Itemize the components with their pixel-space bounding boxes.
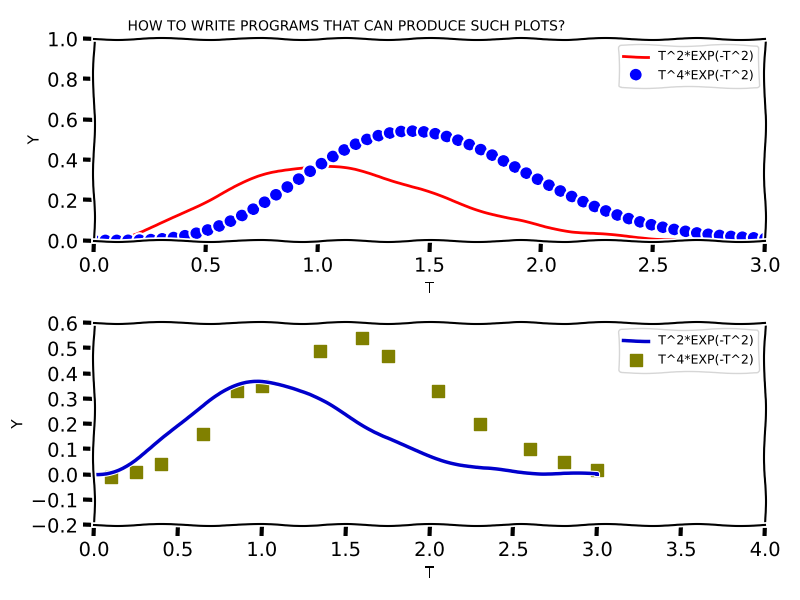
Y-axis label: Y: Y	[10, 419, 25, 429]
T^2*EXP(-T^2)	[490, 211, 499, 218]
T^2*EXP(-T^2)	[502, 467, 512, 475]
T^4*EXP(-T^2)	[408, 128, 418, 135]
T^2*EXP(-T^2)	[89, 471, 98, 478]
T^4*EXP(-T^2)	[89, 237, 98, 244]
T^2*EXP(-T^2)	[641, 234, 650, 241]
T^2*EXP(-T^2)	[313, 163, 322, 170]
T^4*EXP(-T^2)	[522, 170, 531, 177]
T^4*EXP(-T^2)	[474, 419, 486, 429]
Line: T^2*EXP(-T^2): T^2*EXP(-T^2)	[94, 166, 765, 241]
T^4*EXP(-T^2)	[558, 457, 570, 467]
Line: T^4*EXP(-T^2): T^4*EXP(-T^2)	[89, 127, 770, 245]
T^4*EXP(-T^2)	[381, 351, 394, 361]
Legend: T^2*EXP(-T^2), T^4*EXP(-T^2): T^2*EXP(-T^2), T^4*EXP(-T^2)	[618, 329, 759, 371]
T^4*EXP(-T^2)	[431, 386, 444, 396]
T^2*EXP(-T^2)	[362, 424, 372, 431]
T^2*EXP(-T^2)	[390, 438, 399, 445]
T^2*EXP(-T^2)	[593, 470, 602, 478]
T^4*EXP(-T^2)	[314, 346, 327, 356]
T^4*EXP(-T^2)	[282, 184, 292, 191]
T^2*EXP(-T^2)	[257, 378, 266, 385]
X-axis label: T: T	[425, 281, 434, 296]
T^2*EXP(-T^2)	[332, 406, 342, 413]
Y-axis label: Y: Y	[26, 135, 42, 145]
T^4*EXP(-T^2)	[591, 465, 604, 475]
T^4*EXP(-T^2)	[356, 334, 369, 343]
Text: HOW TO WRITE PROGRAMS THAT CAN PRODUCE SUCH PLOTS?: HOW TO WRITE PROGRAMS THAT CAN PRODUCE S…	[127, 19, 564, 34]
T^2*EXP(-T^2)	[414, 185, 423, 193]
T^4*EXP(-T^2)	[230, 386, 243, 396]
T^4*EXP(-T^2)	[197, 430, 210, 439]
T^4*EXP(-T^2)	[203, 227, 213, 234]
Line: T^2*EXP(-T^2): T^2*EXP(-T^2)	[94, 382, 598, 475]
T^4*EXP(-T^2)	[104, 472, 117, 482]
X-axis label: T: T	[425, 566, 434, 581]
T^2*EXP(-T^2)	[582, 470, 591, 478]
T^4*EXP(-T^2)	[306, 168, 315, 175]
T^4*EXP(-T^2)	[255, 382, 268, 391]
T^4*EXP(-T^2)	[260, 199, 270, 206]
T^4*EXP(-T^2)	[130, 467, 142, 477]
Legend: T^2*EXP(-T^2), T^4*EXP(-T^2): T^2*EXP(-T^2), T^4*EXP(-T^2)	[618, 45, 759, 87]
T^4*EXP(-T^2)	[760, 235, 770, 242]
T^2*EXP(-T^2)	[89, 237, 98, 244]
T^4*EXP(-T^2)	[524, 445, 537, 454]
T^2*EXP(-T^2)	[760, 237, 770, 244]
T^2*EXP(-T^2)	[330, 404, 339, 412]
T^2*EXP(-T^2)	[454, 199, 463, 206]
T^4*EXP(-T^2)	[154, 460, 167, 469]
T^2*EXP(-T^2)	[746, 237, 755, 244]
T^2*EXP(-T^2)	[410, 184, 419, 191]
T^4*EXP(-T^2)	[317, 160, 326, 167]
